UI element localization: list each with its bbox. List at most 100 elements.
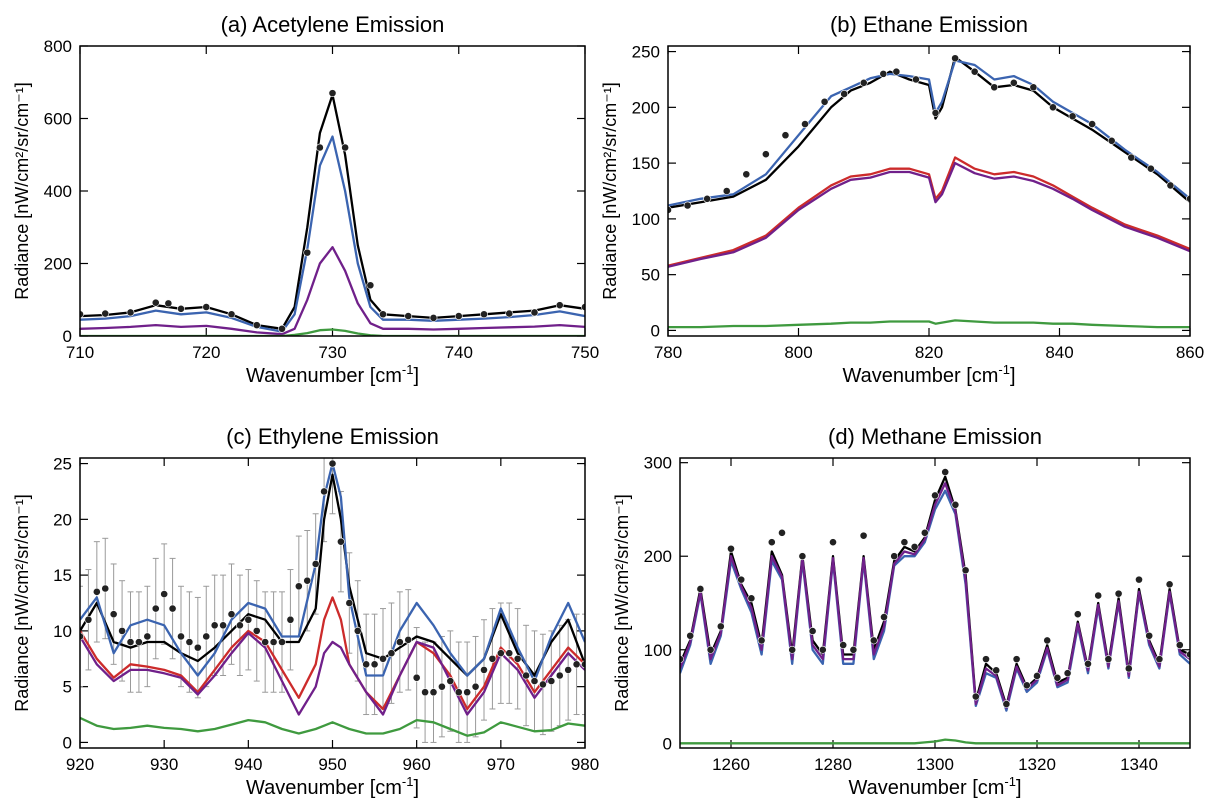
x-axis-label: Wavenumber [cm-1] xyxy=(246,774,419,799)
y-tick-label: 15 xyxy=(53,566,72,585)
x-axis-label-text: Wavenumber [cm xyxy=(848,777,1004,799)
y-tick-label: 0 xyxy=(663,734,672,753)
data-point xyxy=(1012,655,1021,664)
series-line-blue xyxy=(680,489,1190,712)
data-point xyxy=(951,500,960,509)
data-point xyxy=(683,201,692,210)
x-axis-label-sup: -1 xyxy=(402,362,414,377)
data-point xyxy=(1104,655,1113,664)
x-tick-label: 1260 xyxy=(712,755,750,774)
x-tick-label: 1340 xyxy=(1120,755,1158,774)
x-tick-label: 840 xyxy=(1045,343,1073,362)
data-point xyxy=(1186,194,1190,203)
data-point xyxy=(951,54,959,63)
y-tick-label: 0 xyxy=(651,321,660,340)
data-point xyxy=(412,673,421,682)
data-point xyxy=(126,638,135,646)
plot-area xyxy=(80,458,585,743)
data-point xyxy=(564,666,573,674)
data-point xyxy=(781,131,790,140)
data-point xyxy=(859,531,868,540)
data-point xyxy=(1114,589,1123,598)
data-point xyxy=(706,645,715,654)
data-point xyxy=(1135,575,1143,584)
data-point xyxy=(429,313,438,322)
x-axis-label-end: ] xyxy=(1016,777,1022,799)
x-tick-label: 930 xyxy=(150,755,178,774)
data-point xyxy=(303,248,312,257)
data-point xyxy=(395,638,404,646)
data-point xyxy=(522,671,530,680)
data-point xyxy=(1043,636,1052,645)
data-point xyxy=(303,576,312,585)
chart-panel-1: (a) Acetylene Emission Wavenumber [cm-1] R… xyxy=(12,12,599,387)
data-point xyxy=(101,309,110,318)
series-line-green xyxy=(680,738,1190,745)
x-axis-label-end: ] xyxy=(1010,365,1016,387)
data-point xyxy=(547,677,556,685)
data-point xyxy=(880,613,888,621)
y-tick-label: 400 xyxy=(44,182,72,201)
data-point xyxy=(177,304,185,313)
x-tick-label: 980 xyxy=(571,755,599,774)
data-point xyxy=(463,688,472,697)
data-point xyxy=(941,468,950,476)
data-point xyxy=(757,636,766,645)
data-point xyxy=(454,312,463,320)
data-point xyxy=(982,655,990,664)
series-line-green xyxy=(80,716,585,737)
data-point xyxy=(252,321,261,330)
x-tick-label: 720 xyxy=(192,343,220,362)
chart-panel-4: (d) Methane Emission Wavenumber [cm-1] Rad… xyxy=(612,424,1191,799)
y-tick-label: 5 xyxy=(63,678,72,697)
x-axis-label-end: ] xyxy=(413,777,419,799)
y-tick-label: 200 xyxy=(44,255,72,274)
data-point xyxy=(581,660,585,669)
data-point xyxy=(404,635,413,644)
plot-area xyxy=(680,468,1190,745)
data-point xyxy=(278,324,286,333)
data-point xyxy=(118,626,126,635)
data-point xyxy=(379,310,387,319)
data-point xyxy=(345,599,354,607)
data-point xyxy=(1009,78,1018,87)
data-point xyxy=(164,299,173,308)
data-point xyxy=(379,654,387,663)
data-point xyxy=(839,641,848,649)
data-point xyxy=(471,682,480,691)
data-point xyxy=(920,528,929,537)
data-point xyxy=(879,69,888,78)
data-point xyxy=(496,649,505,658)
y-tick-label: 600 xyxy=(44,110,72,129)
chart-title: (d) Methane Emission xyxy=(828,424,1042,449)
data-point xyxy=(278,638,286,646)
series-line-black xyxy=(80,93,585,330)
data-point xyxy=(696,585,705,593)
x-tick-label: 1320 xyxy=(1018,755,1056,774)
y-tick-label: 50 xyxy=(641,266,660,285)
data-point xyxy=(480,310,488,319)
data-point xyxy=(328,459,337,468)
data-point xyxy=(992,666,1001,675)
data-point xyxy=(820,97,829,106)
data-point xyxy=(1145,631,1154,640)
data-point xyxy=(362,660,371,669)
data-point xyxy=(1002,700,1011,708)
data-point xyxy=(1053,673,1062,682)
data-point xyxy=(900,538,909,547)
x-axis-label-text: Wavenumber [cm xyxy=(246,365,402,387)
chart-panel-2: (b) Ethane Emission Wavenumber [cm-1] Radi… xyxy=(600,12,1204,387)
chart-title: (c) Ethylene Emission xyxy=(226,424,439,449)
chart-panel-3: (c) Ethylene Emission Wavenumber [cm-1] Ra… xyxy=(12,424,599,799)
y-axis-label: Radiance [nW/cm²/sr/cm⁻¹] xyxy=(612,494,632,712)
data-point xyxy=(210,621,219,630)
data-point xyxy=(1073,610,1082,619)
x-axis-label-sup: -1 xyxy=(1004,774,1016,789)
data-point xyxy=(438,682,446,691)
data-point xyxy=(202,303,211,311)
data-point xyxy=(101,584,110,593)
data-point xyxy=(1049,103,1057,112)
data-point xyxy=(446,677,455,685)
y-axis-label: Radiance [nW/cm²/sr/cm⁻¹] xyxy=(12,494,32,712)
data-point xyxy=(801,120,809,128)
